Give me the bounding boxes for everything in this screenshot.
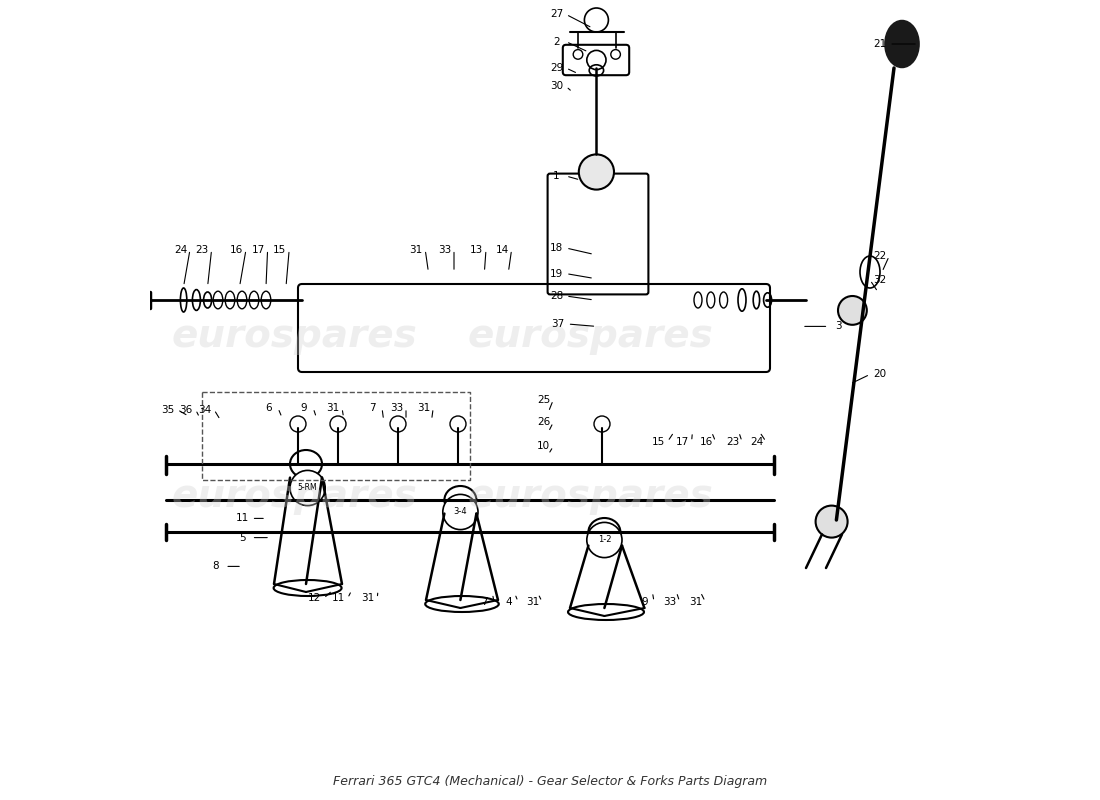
Text: 7: 7 [481,597,487,606]
Circle shape [815,506,848,538]
Text: 2: 2 [553,37,560,46]
Text: 37: 37 [551,319,564,329]
Text: 23: 23 [196,245,209,254]
Text: 24: 24 [174,245,187,254]
Text: 36: 36 [179,405,192,414]
Text: 10: 10 [537,442,550,451]
Ellipse shape [886,21,918,67]
Text: 5: 5 [239,533,245,542]
Text: 22: 22 [873,251,887,261]
Text: 11: 11 [235,514,249,523]
Text: eurospares: eurospares [468,317,713,355]
Text: 4: 4 [505,597,512,606]
Text: 28: 28 [550,291,563,301]
Text: 34: 34 [198,405,211,414]
Text: 33: 33 [663,597,676,606]
Text: 12: 12 [307,594,320,603]
Text: 11: 11 [331,594,344,603]
Text: 9: 9 [641,597,648,606]
Text: 20: 20 [873,370,887,379]
Text: 7: 7 [370,403,376,413]
Text: 14: 14 [495,245,508,254]
Text: 21: 21 [873,39,887,49]
Text: 23: 23 [726,437,739,446]
Text: 35: 35 [161,405,174,414]
Text: 31: 31 [326,403,339,413]
Text: 29: 29 [550,63,563,73]
Text: eurospares: eurospares [468,477,713,515]
Text: 16: 16 [700,437,713,446]
Text: Ferrari 365 GTC4 (Mechanical) - Gear Selector & Forks Parts Diagram: Ferrari 365 GTC4 (Mechanical) - Gear Sel… [333,775,767,788]
Text: 16: 16 [230,245,243,254]
Text: 31: 31 [417,403,430,413]
Text: 17: 17 [675,437,689,446]
Text: 24: 24 [750,437,763,446]
Text: 31: 31 [361,594,374,603]
Text: 3-4: 3-4 [453,507,468,517]
Circle shape [290,470,326,506]
Text: 32: 32 [873,275,887,285]
Text: 3: 3 [835,322,842,331]
Text: 13: 13 [470,245,483,254]
Text: 30: 30 [550,82,563,91]
Text: 15: 15 [273,245,286,254]
Text: 1: 1 [553,171,560,181]
Text: 31: 31 [689,597,702,606]
Circle shape [838,296,867,325]
Text: 31: 31 [526,597,539,606]
Text: eurospares: eurospares [172,477,417,515]
Circle shape [586,522,622,558]
Text: 31: 31 [409,245,422,254]
Text: 8: 8 [212,562,219,571]
Text: 18: 18 [550,243,563,253]
Text: 15: 15 [651,437,664,446]
Text: 17: 17 [252,245,265,254]
Circle shape [443,494,478,530]
Text: 33: 33 [389,403,403,413]
Circle shape [579,154,614,190]
Text: 6: 6 [265,403,272,413]
Text: 1-2: 1-2 [597,535,612,545]
Text: eurospares: eurospares [172,317,417,355]
Text: 5-RM: 5-RM [298,483,318,493]
Text: 19: 19 [550,269,563,278]
Text: 9: 9 [300,403,307,413]
Text: 25: 25 [537,395,550,405]
Text: 33: 33 [438,245,451,254]
Text: 26: 26 [537,418,550,427]
Text: 27: 27 [550,10,563,19]
